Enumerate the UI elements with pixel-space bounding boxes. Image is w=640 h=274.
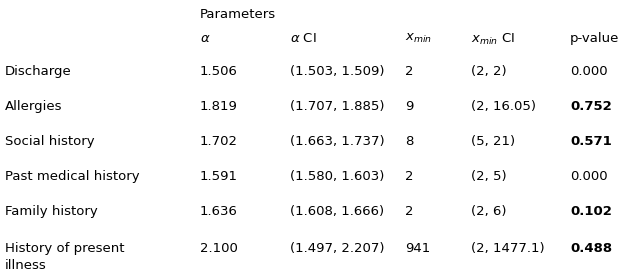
Text: Parameters: Parameters	[200, 8, 276, 21]
Text: 0.488: 0.488	[570, 242, 612, 255]
Text: (1.707, 1.885): (1.707, 1.885)	[290, 100, 385, 113]
Text: $x_{min}$ CI: $x_{min}$ CI	[471, 32, 515, 47]
Text: (2, 16.05): (2, 16.05)	[471, 100, 536, 113]
Text: 0.000: 0.000	[570, 65, 607, 78]
Text: $\alpha$ CI: $\alpha$ CI	[290, 32, 317, 45]
Text: 0.000: 0.000	[570, 170, 607, 183]
Text: (2, 6): (2, 6)	[471, 205, 506, 218]
Text: (1.608, 1.666): (1.608, 1.666)	[290, 205, 384, 218]
Text: 0.752: 0.752	[570, 100, 612, 113]
Text: 2: 2	[405, 65, 413, 78]
Text: 0.102: 0.102	[570, 205, 612, 218]
Text: 941: 941	[405, 242, 430, 255]
Text: Allergies: Allergies	[5, 100, 63, 113]
Text: History of present
illness: History of present illness	[5, 242, 125, 272]
Text: 1.636: 1.636	[200, 205, 238, 218]
Text: (1.503, 1.509): (1.503, 1.509)	[290, 65, 385, 78]
Text: $\alpha$: $\alpha$	[200, 32, 211, 45]
Text: 1.591: 1.591	[200, 170, 238, 183]
Text: Discharge: Discharge	[5, 65, 72, 78]
Text: $x_{min}$: $x_{min}$	[405, 32, 432, 45]
Text: 8: 8	[405, 135, 413, 148]
Text: 2.100: 2.100	[200, 242, 238, 255]
Text: 1.506: 1.506	[200, 65, 238, 78]
Text: 2: 2	[405, 205, 413, 218]
Text: 1.819: 1.819	[200, 100, 238, 113]
Text: 0.571: 0.571	[570, 135, 612, 148]
Text: (2, 5): (2, 5)	[471, 170, 507, 183]
Text: (1.663, 1.737): (1.663, 1.737)	[290, 135, 385, 148]
Text: (1.580, 1.603): (1.580, 1.603)	[290, 170, 385, 183]
Text: 9: 9	[405, 100, 413, 113]
Text: (5, 21): (5, 21)	[471, 135, 515, 148]
Text: 2: 2	[405, 170, 413, 183]
Text: (2, 1477.1): (2, 1477.1)	[471, 242, 545, 255]
Text: Past medical history: Past medical history	[5, 170, 140, 183]
Text: p-value: p-value	[570, 32, 620, 45]
Text: 1.702: 1.702	[200, 135, 238, 148]
Text: Family history: Family history	[5, 205, 98, 218]
Text: Social history: Social history	[5, 135, 95, 148]
Text: (1.497, 2.207): (1.497, 2.207)	[290, 242, 385, 255]
Text: (2, 2): (2, 2)	[471, 65, 507, 78]
